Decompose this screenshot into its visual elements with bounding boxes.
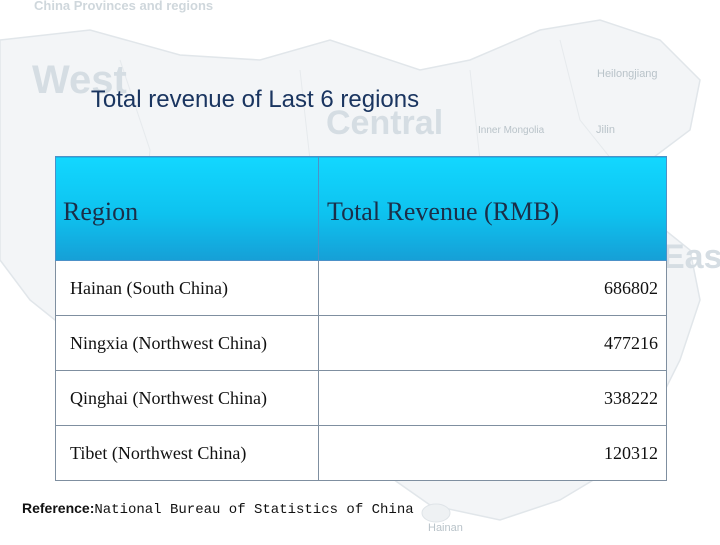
map-label-hainan: Hainan [428, 522, 463, 534]
map-label-inner-mongolia: Inner Mongolia [478, 125, 545, 136]
map-label-jilin: Jilin [596, 124, 615, 136]
reference-text: National Bureau of Statistics of China [94, 502, 414, 518]
revenue-cell: 686802 [318, 260, 667, 316]
header-revenue: Total Revenue (RMB) [318, 156, 667, 261]
table-row: Qinghai (Northwest China) 338222 [55, 370, 667, 426]
reference-note: Reference:National Bureau of Statistics … [22, 500, 414, 518]
revenue-cell: 120312 [318, 425, 667, 481]
header-region-label: Region [63, 197, 139, 226]
slide-title: Total revenue of Last 6 regions [90, 86, 420, 113]
table-row: Hainan (South China) 686802 [55, 260, 667, 316]
reference-label: Reference: [22, 500, 95, 516]
map-title: China Provinces and regions [34, 0, 214, 13]
map-label-east: East [662, 238, 720, 276]
header-region: Region [55, 156, 319, 261]
region-cell: Qinghai (Northwest China) [55, 370, 319, 426]
region-cell: Tibet (Northwest China) [55, 425, 319, 481]
table-header-row: Region Total Revenue (RMB) [55, 156, 667, 261]
revenue-cell: 477216 [318, 315, 667, 371]
revenue-table: Region Total Revenue (RMB) Hainan (South… [55, 156, 667, 481]
table-row: Ningxia (Northwest China) 477216 [55, 315, 667, 371]
map-label-west: West [32, 58, 127, 102]
region-cell: Ningxia (Northwest China) [55, 315, 319, 371]
map-label-central: Central [326, 104, 444, 142]
table-row: Tibet (Northwest China) 120312 [55, 425, 667, 481]
revenue-cell: 338222 [318, 370, 667, 426]
header-revenue-label: Total Revenue (RMB) [327, 197, 560, 226]
map-label-heilongjiang: Heilongjiang [597, 68, 658, 80]
region-cell: Hainan (South China) [55, 260, 319, 316]
